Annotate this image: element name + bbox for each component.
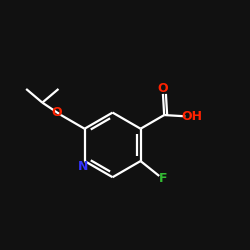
Text: O: O [158, 82, 168, 96]
Text: O: O [51, 106, 62, 119]
Text: N: N [78, 160, 88, 173]
Text: F: F [159, 172, 168, 186]
Text: OH: OH [182, 110, 203, 123]
